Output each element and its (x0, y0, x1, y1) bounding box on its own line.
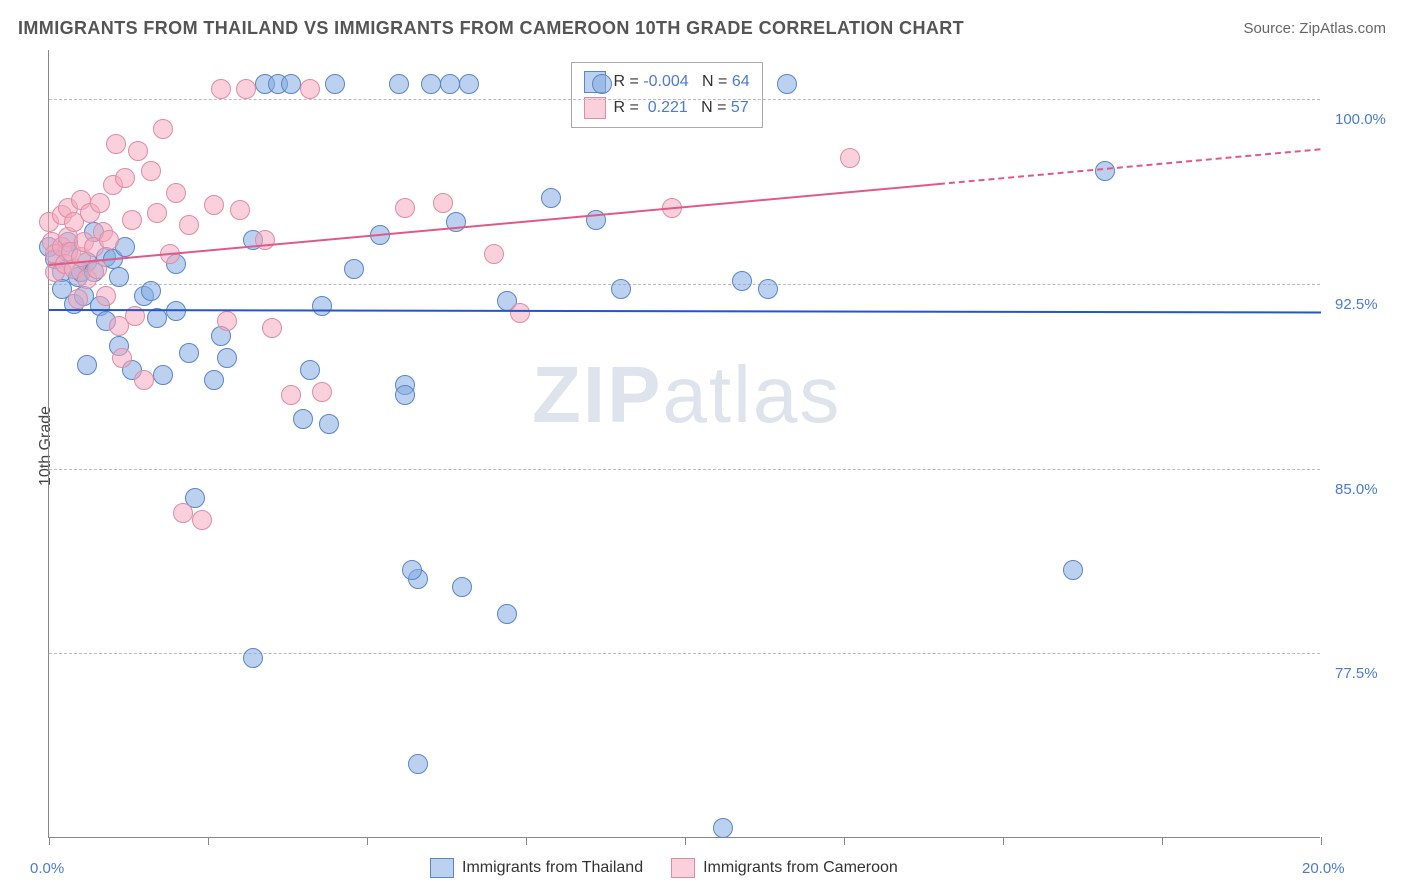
legend-item: Immigrants from Thailand (430, 859, 643, 876)
data-point (459, 74, 479, 94)
x-tick (685, 837, 686, 845)
data-point (1063, 560, 1083, 580)
data-point (395, 385, 415, 405)
x-tick (844, 837, 845, 845)
data-point (204, 370, 224, 390)
y-tick-label: 85.0% (1335, 481, 1378, 498)
y-tick-label: 92.5% (1335, 296, 1378, 313)
data-point (713, 818, 733, 838)
data-point (262, 318, 282, 338)
data-point (153, 119, 173, 139)
source-label: Source: ZipAtlas.com (1243, 20, 1386, 37)
data-point (204, 195, 224, 215)
x-tick (526, 837, 527, 845)
data-point (300, 79, 320, 99)
data-point (312, 296, 332, 316)
data-point (300, 360, 320, 380)
data-point (147, 203, 167, 223)
data-point (122, 210, 142, 230)
legend-label: Immigrants from Thailand (462, 859, 643, 876)
data-point (592, 74, 612, 94)
data-point (440, 74, 460, 94)
x-tick (1162, 837, 1163, 845)
data-point (243, 648, 263, 668)
data-point (192, 510, 212, 530)
y-tick-label: 100.0% (1335, 111, 1386, 128)
trend-line (49, 309, 1321, 313)
data-point (484, 244, 504, 264)
data-point (115, 168, 135, 188)
x-tick-label: 20.0% (1302, 860, 1345, 877)
data-point (141, 281, 161, 301)
data-point (777, 74, 797, 94)
gridline (49, 284, 1320, 285)
data-point (452, 577, 472, 597)
y-tick-label: 77.5% (1335, 665, 1378, 682)
data-point (112, 348, 132, 368)
data-point (312, 382, 332, 402)
data-point (408, 754, 428, 774)
trend-line-extrapolated (939, 149, 1321, 186)
data-point (217, 348, 237, 368)
x-tick (367, 837, 368, 845)
data-point (840, 148, 860, 168)
data-point (173, 503, 193, 523)
data-point (179, 215, 199, 235)
data-point (402, 560, 422, 580)
x-tick (1321, 837, 1322, 845)
data-point (344, 259, 364, 279)
data-point (106, 134, 126, 154)
data-point (732, 271, 752, 291)
x-tick (208, 837, 209, 845)
data-point (68, 289, 88, 309)
legend-item: Immigrants from Cameroon (671, 859, 898, 876)
data-point (230, 200, 250, 220)
data-point (395, 198, 415, 218)
legend-label: Immigrants from Cameroon (703, 859, 898, 876)
data-point (758, 279, 778, 299)
data-point (99, 230, 119, 250)
gridline (49, 653, 1320, 654)
x-tick (1003, 837, 1004, 845)
data-point (389, 74, 409, 94)
data-point (179, 343, 199, 363)
data-point (109, 267, 129, 287)
data-point (128, 141, 148, 161)
legend-swatch (671, 858, 695, 878)
watermark: ZIPatlas (532, 349, 841, 441)
data-point (293, 409, 313, 429)
data-point (541, 188, 561, 208)
series-legend: Immigrants from Thailand Immigrants from … (430, 858, 926, 878)
data-point (166, 183, 186, 203)
x-tick (49, 837, 50, 845)
data-point (153, 365, 173, 385)
data-point (77, 355, 97, 375)
x-tick-label: 0.0% (30, 860, 64, 877)
stats-legend: R = -0.004 N = 64R = 0.221 N = 57 (571, 62, 763, 128)
data-point (497, 604, 517, 624)
plot-area: ZIPatlas R = -0.004 N = 64R = 0.221 N = … (48, 50, 1320, 838)
data-point (433, 193, 453, 213)
data-point (211, 79, 231, 99)
data-point (236, 79, 256, 99)
data-point (217, 311, 237, 331)
data-point (281, 74, 301, 94)
data-point (90, 193, 110, 213)
data-point (319, 414, 339, 434)
data-point (134, 370, 154, 390)
data-point (281, 385, 301, 405)
legend-swatch (430, 858, 454, 878)
data-point (1095, 161, 1115, 181)
gridline (49, 99, 1320, 100)
data-point (141, 161, 161, 181)
data-point (147, 308, 167, 328)
gridline (49, 469, 1320, 470)
data-point (510, 303, 530, 323)
data-point (611, 279, 631, 299)
data-point (325, 74, 345, 94)
chart-title: IMMIGRANTS FROM THAILAND VS IMMIGRANTS F… (18, 18, 964, 39)
data-point (421, 74, 441, 94)
data-point (96, 286, 116, 306)
